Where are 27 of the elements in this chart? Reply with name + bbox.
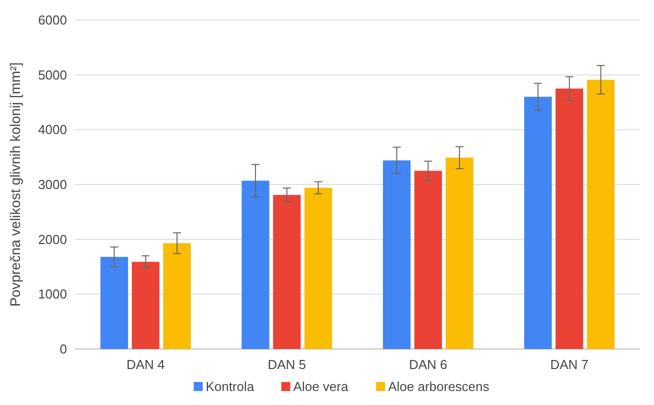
y-tick-label: 6000 bbox=[38, 12, 67, 28]
bar bbox=[382, 160, 411, 349]
y-tick-label: 0 bbox=[60, 342, 67, 357]
legend-label: Aloe vera bbox=[293, 379, 349, 394]
bar bbox=[163, 243, 191, 349]
bar bbox=[132, 262, 160, 349]
bar bbox=[100, 256, 128, 349]
x-tick-label: DAN 4 bbox=[126, 357, 165, 372]
bar bbox=[414, 170, 442, 349]
bar bbox=[524, 96, 552, 349]
y-tick-label: 3000 bbox=[38, 177, 67, 192]
bar bbox=[304, 188, 332, 349]
bar bbox=[273, 194, 301, 349]
y-tick-label: 2000 bbox=[38, 232, 67, 247]
x-tick-label: DAN 5 bbox=[268, 357, 306, 372]
bar bbox=[586, 80, 615, 349]
y-axis-title: Povprečna velikost glivnih kolonij [mm²] bbox=[7, 62, 23, 307]
y-tick-label: 5000 bbox=[38, 67, 67, 82]
legend-label: Aloe arborescens bbox=[388, 379, 490, 394]
x-tick-label: DAN 7 bbox=[550, 357, 589, 372]
x-tick-label: DAN 6 bbox=[408, 357, 448, 372]
bar bbox=[556, 88, 584, 349]
y-tick-label: 1000 bbox=[38, 286, 67, 302]
bar bbox=[242, 180, 270, 349]
bar bbox=[446, 158, 474, 349]
legend-label: Kontrola bbox=[206, 379, 255, 394]
y-tick-label: 4000 bbox=[38, 122, 67, 138]
